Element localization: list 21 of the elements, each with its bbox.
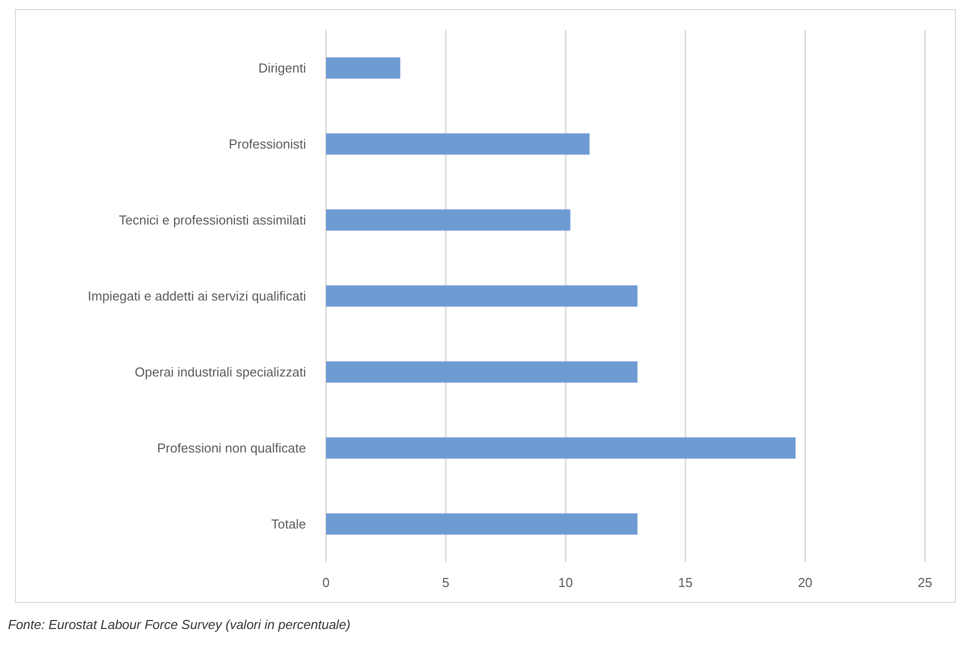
x-tick-label: 15 xyxy=(678,575,693,590)
bar xyxy=(326,513,638,535)
bar xyxy=(326,209,570,231)
y-tick-label: Dirigenti xyxy=(258,60,306,76)
y-tick-label: Operai industriali specializzati xyxy=(134,364,306,380)
y-tick-label: Tecnici e professionisti assimilati xyxy=(118,212,306,228)
x-tick-label: 0 xyxy=(322,575,330,590)
x-tick-label: 25 xyxy=(918,575,932,590)
bar xyxy=(326,361,638,383)
y-tick-label: Totale xyxy=(271,516,306,532)
bar xyxy=(326,437,796,459)
source-note: Fonte: Eurostat Labour Force Survey (valori in percentuale) xyxy=(8,617,352,632)
y-tick-label: Professioni non qualficate xyxy=(157,440,306,456)
x-tick-label: 10 xyxy=(558,575,573,590)
bar xyxy=(326,285,638,307)
x-tick-label: 5 xyxy=(442,575,450,590)
bar xyxy=(326,133,590,155)
x-tick-label: 20 xyxy=(798,575,812,590)
bar xyxy=(326,57,400,79)
y-tick-label: Impiegati e addetti ai servizi qualificati xyxy=(88,288,306,304)
y-tick-label: Professionisti xyxy=(228,136,306,152)
